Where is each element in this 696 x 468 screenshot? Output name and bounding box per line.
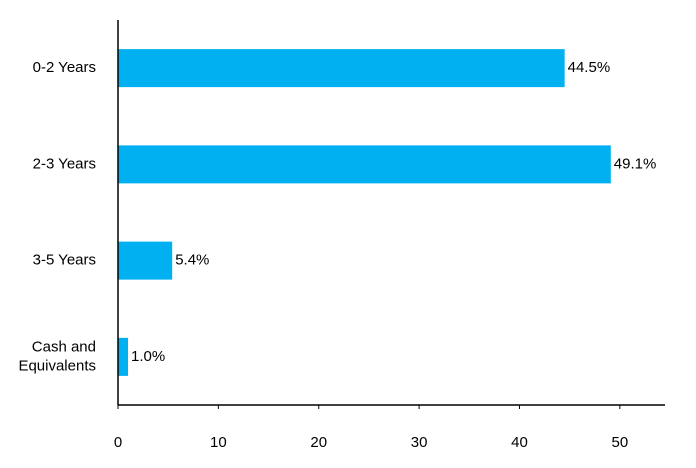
category-label: Cash and Equivalents <box>18 338 96 374</box>
bars-group <box>118 49 611 376</box>
x-tick-label: 10 <box>210 434 227 451</box>
x-tick-labels-group: 0 10 20 30 40 50 <box>114 405 628 451</box>
x-tick-label: 40 <box>511 434 528 451</box>
bar <box>118 49 565 88</box>
category-label: 3-5 Years <box>33 252 96 269</box>
bar <box>118 337 129 376</box>
data-label: 49.1% <box>614 155 657 172</box>
x-tick-label: 30 <box>411 434 428 451</box>
bar <box>118 145 611 184</box>
data-label: 44.5% <box>568 59 611 76</box>
x-tick-label: 50 <box>611 434 628 451</box>
x-tick-label: 0 <box>114 434 122 451</box>
category-label: 0-2 Years <box>33 59 96 76</box>
bar <box>118 241 173 280</box>
data-label: 5.4% <box>175 252 209 269</box>
category-labels-group: 0-2 Years 2-3 Years 3-5 Years Cash and Equiv… <box>18 59 96 374</box>
x-tick-label: 20 <box>310 434 327 451</box>
data-label: 1.0% <box>131 348 165 365</box>
category-label: 2-3 Years <box>33 155 96 172</box>
data-labels-group: 44.5% 49.1% 5.4% 1.0% <box>131 59 656 365</box>
